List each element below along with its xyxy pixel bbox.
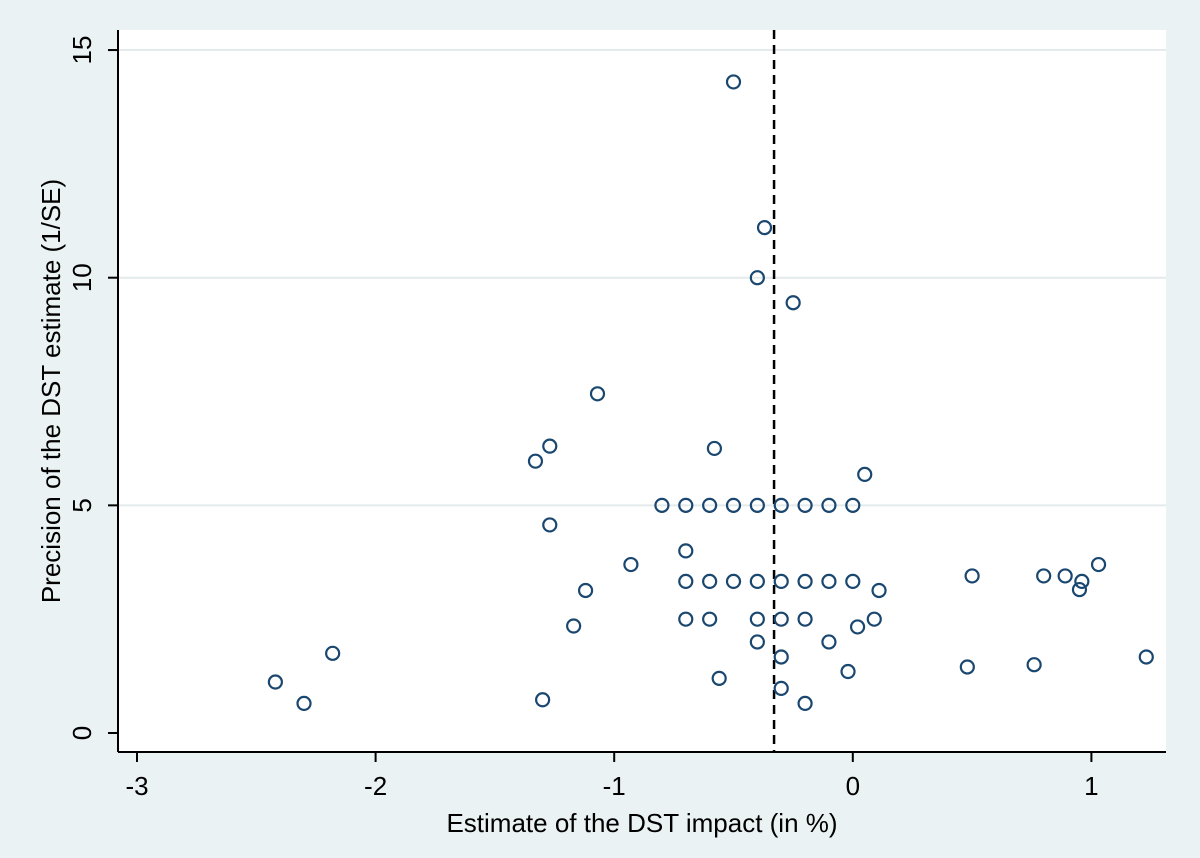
data-point-5 bbox=[542, 438, 558, 454]
x-tick-label-2: -1 bbox=[603, 771, 626, 801]
data-point-3 bbox=[785, 295, 801, 311]
x-tick-label-3: 0 bbox=[846, 771, 860, 801]
data-point-50 bbox=[1026, 657, 1042, 673]
data-point-7 bbox=[706, 440, 723, 457]
data-point-10 bbox=[678, 497, 694, 513]
data-point-34 bbox=[1074, 573, 1090, 589]
data-point-33 bbox=[1057, 568, 1073, 584]
x-tick-label-4: 1 bbox=[1084, 771, 1098, 801]
y-tick-label-0: 0 bbox=[67, 726, 97, 740]
data-point-35 bbox=[1071, 581, 1088, 598]
data-point-4 bbox=[589, 386, 606, 402]
data-point-28 bbox=[845, 573, 861, 589]
data-point-51 bbox=[959, 659, 975, 675]
y-tick-label-1: 5 bbox=[67, 498, 97, 512]
data-point-42 bbox=[866, 611, 882, 627]
data-point-14 bbox=[773, 497, 789, 513]
y-axis-ticks: 0 5 10 15 bbox=[67, 36, 118, 740]
data-point-54 bbox=[267, 674, 283, 690]
data-point-9 bbox=[654, 497, 670, 513]
x-tick-label-1: -2 bbox=[364, 771, 387, 801]
data-point-2 bbox=[749, 270, 765, 286]
data-point-30 bbox=[871, 582, 887, 599]
y-axis-label: Precision of the DST estimate (1/SE) bbox=[36, 179, 66, 603]
data-point-32 bbox=[1036, 568, 1052, 584]
data-point-1 bbox=[756, 220, 773, 236]
data-point-55 bbox=[773, 680, 789, 696]
data-point-56 bbox=[535, 692, 551, 708]
data-point-47 bbox=[325, 645, 341, 661]
data-point-41 bbox=[797, 611, 813, 627]
data-point-38 bbox=[702, 611, 718, 627]
data-point-16 bbox=[821, 497, 837, 513]
data-point-29 bbox=[577, 582, 594, 599]
data-point-19 bbox=[678, 543, 694, 559]
gridlines bbox=[118, 49, 1166, 507]
data-point-44 bbox=[849, 619, 866, 635]
data-point-22 bbox=[702, 573, 718, 589]
x-axis-ticks: -3 -2 -1 0 1 bbox=[125, 752, 1099, 801]
data-point-18 bbox=[542, 517, 558, 533]
data-point-23 bbox=[725, 573, 742, 589]
data-point-52 bbox=[840, 663, 856, 680]
data-point-45 bbox=[749, 634, 765, 650]
data-point-53 bbox=[711, 670, 727, 686]
data-point-8 bbox=[857, 466, 873, 482]
data-point-36 bbox=[1090, 556, 1107, 573]
data-point-24 bbox=[749, 573, 765, 589]
y-tick-label-2: 10 bbox=[67, 263, 97, 292]
data-point-46 bbox=[821, 634, 837, 650]
data-point-43 bbox=[566, 618, 582, 634]
data-point-39 bbox=[749, 611, 765, 627]
data-point-58 bbox=[797, 695, 813, 712]
data-point-6 bbox=[527, 453, 544, 469]
y-tick-label-3: 15 bbox=[67, 36, 97, 65]
data-point-25 bbox=[773, 573, 789, 589]
data-point-26 bbox=[797, 573, 813, 589]
data-point-27 bbox=[821, 573, 837, 589]
data-point-21 bbox=[678, 573, 694, 589]
data-point-49 bbox=[1138, 649, 1154, 665]
data-point-40 bbox=[773, 611, 789, 627]
x-tick-label-0: -3 bbox=[125, 771, 148, 801]
data-point-12 bbox=[725, 497, 742, 513]
data-point-48 bbox=[773, 649, 789, 665]
data-point-20 bbox=[623, 556, 639, 573]
data-point-37 bbox=[678, 611, 694, 627]
data-point-57 bbox=[296, 695, 312, 712]
x-axis-label: Estimate of the DST impact (in %) bbox=[446, 808, 837, 838]
plot-area bbox=[118, 30, 1166, 752]
axes bbox=[117, 30, 1166, 753]
data-point-15 bbox=[797, 497, 813, 513]
data-points bbox=[267, 74, 1154, 712]
data-point-31 bbox=[964, 568, 980, 584]
data-point-11 bbox=[702, 497, 718, 513]
data-point-13 bbox=[749, 497, 765, 513]
data-point-17 bbox=[845, 497, 861, 513]
data-point-0 bbox=[725, 74, 742, 90]
